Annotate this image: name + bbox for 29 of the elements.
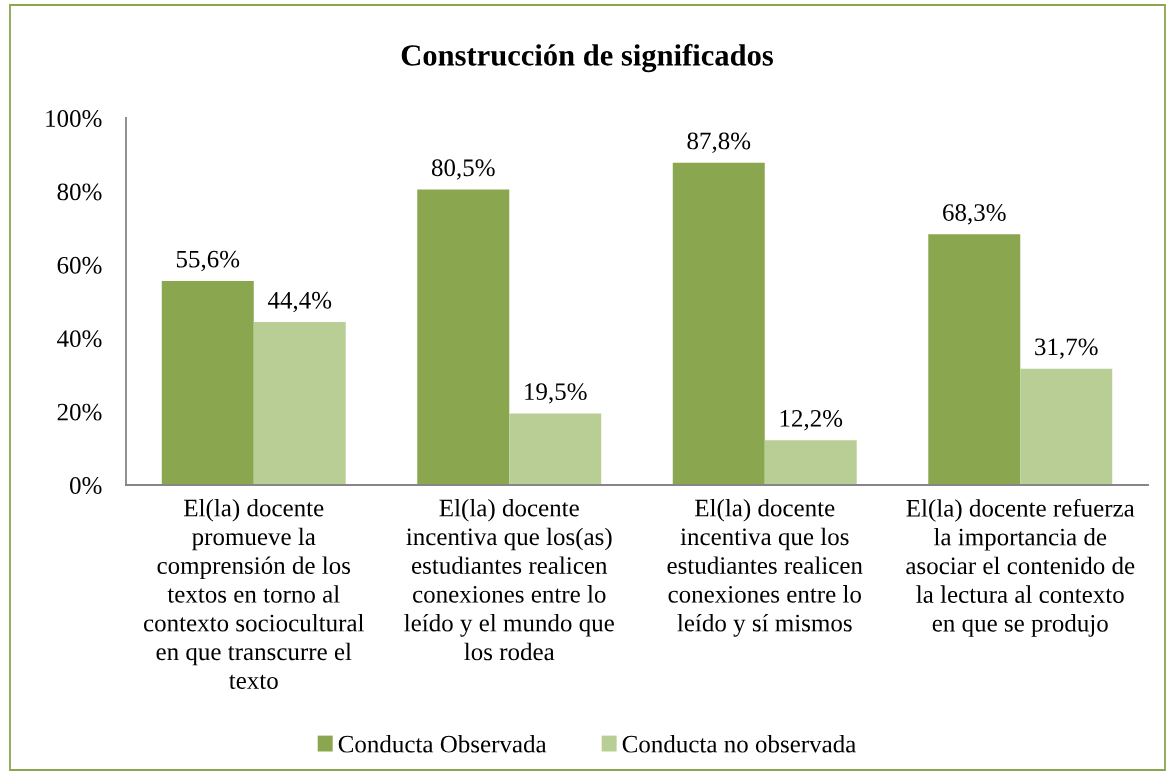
- x-tick-label: El(la) docente incentiva que los estudiantes realicen conexiones entre lo leído y sí mismos: [667, 498, 863, 637]
- bar: [253, 322, 346, 485]
- y-tick-label: 40%: [57, 330, 102, 348]
- y-tick-label: 100%: [46, 110, 102, 127]
- data-label: 19,5%: [525, 383, 587, 404]
- y-tick-label: 80%: [57, 183, 102, 201]
- bar: [672, 162, 765, 485]
- bar: [764, 440, 857, 485]
- bar: [1020, 368, 1113, 485]
- data-label: 87,8%: [687, 132, 751, 153]
- y-tick-label: 60%: [57, 256, 102, 274]
- legend-label: Conducta Observada: [338, 735, 547, 753]
- data-label: 44,4%: [267, 291, 332, 313]
- y-tick-label: 0%: [70, 477, 102, 494]
- bar: [928, 234, 1021, 485]
- y-tick-label: 20%: [57, 403, 102, 421]
- bar: [509, 413, 602, 485]
- x-tick-label: El(la) docente incentiva que los(as) estudiantes realicen conexiones entre lo leído y el mundo que los rodea: [404, 498, 614, 661]
- data-label: 55,6%: [176, 250, 240, 272]
- legend-label: Conducta no observada: [622, 735, 856, 753]
- data-label: 68,3%: [943, 204, 1006, 225]
- bar: [417, 189, 510, 485]
- x-tick-label: El(la) docente refuerza la importancia de asociar el contenido de la lectura al contexto en que se produjo: [906, 498, 1135, 637]
- bar: [161, 280, 254, 485]
- chart-title: Construcción de significados: [401, 43, 773, 73]
- data-label: 31,7%: [1035, 338, 1098, 359]
- x-tick-label: El(la) docente promueve la comprensión de los textos en torno al contexto sociocultural en que transcurre el texto: [143, 498, 364, 689]
- data-label: 80,5%: [431, 159, 495, 180]
- data-label: 12,2%: [780, 409, 843, 431]
